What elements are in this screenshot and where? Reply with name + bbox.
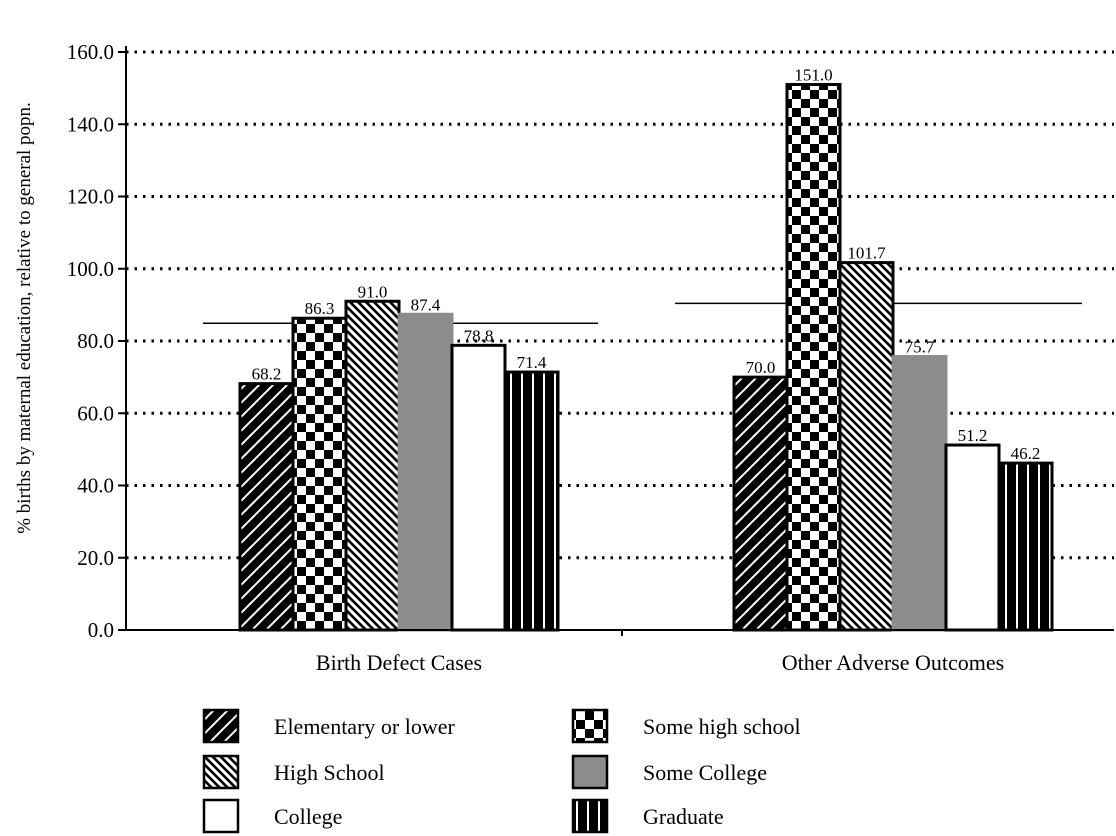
bar bbox=[838, 261, 895, 632]
axes bbox=[125, 46, 1114, 636]
legend: Elementary or lower Some high school High … bbox=[202, 708, 801, 834]
category-label: Birth Defect Cases bbox=[316, 650, 482, 675]
legend-item: High School bbox=[202, 754, 385, 790]
bars bbox=[238, 83, 1054, 632]
legend-item: Some high school bbox=[571, 708, 801, 744]
legend-label: Some high school bbox=[643, 714, 801, 739]
data-label: 46.2 bbox=[1011, 444, 1041, 463]
bar bbox=[291, 316, 348, 632]
data-label: 91.0 bbox=[358, 282, 388, 301]
bar bbox=[732, 375, 789, 632]
bar bbox=[344, 299, 401, 632]
legend-swatch bbox=[571, 708, 609, 744]
y-tick-label: 160.0 bbox=[67, 40, 114, 64]
bar bbox=[238, 382, 295, 632]
legend-swatch bbox=[571, 798, 609, 834]
legend-swatch bbox=[202, 798, 240, 834]
bar bbox=[944, 443, 1001, 632]
y-tick-label: 40.0 bbox=[77, 474, 114, 498]
data-label: 51.2 bbox=[958, 426, 988, 445]
data-label: 78.8 bbox=[464, 326, 494, 345]
legend-label: High School bbox=[274, 760, 385, 785]
y-tick-label: 20.0 bbox=[77, 546, 114, 570]
legend-item: Graduate bbox=[571, 798, 724, 834]
bar bbox=[785, 83, 842, 632]
legend-item: College bbox=[202, 798, 342, 834]
data-labels: 68.2 86.3 91.0 87.4 78.8 71.4 70.0 151.0 101.7 75… bbox=[252, 66, 1041, 464]
bar bbox=[397, 312, 454, 632]
bar bbox=[503, 370, 560, 632]
legend-item: Elementary or lower bbox=[202, 708, 455, 744]
data-label: 71.4 bbox=[517, 353, 547, 372]
category-label: Other Adverse Outcomes bbox=[782, 650, 1004, 675]
bar bbox=[891, 355, 948, 632]
data-label: 86.3 bbox=[305, 299, 335, 318]
data-label: 70.0 bbox=[746, 358, 776, 377]
bar bbox=[997, 461, 1054, 632]
bar bbox=[450, 343, 507, 632]
y-tick-labels: 0.0 20.0 40.0 60.0 80.0 100.0 120.0 140.0 160.0 bbox=[67, 40, 114, 642]
data-label: 68.2 bbox=[252, 365, 282, 384]
category-labels: Birth Defect Cases Other Adverse Outcomes bbox=[316, 650, 1004, 675]
y-tick-label: 100.0 bbox=[67, 257, 114, 281]
gridlines bbox=[118, 50, 1114, 631]
y-tick-label: 80.0 bbox=[77, 329, 114, 353]
legend-label: Some College bbox=[643, 760, 767, 785]
y-tick-label: 140.0 bbox=[67, 112, 114, 136]
legend-swatch bbox=[571, 754, 609, 790]
data-label: 87.4 bbox=[411, 295, 441, 314]
y-tick-label: 0.0 bbox=[88, 618, 114, 642]
legend-swatch bbox=[202, 708, 240, 744]
data-label: 75.7 bbox=[905, 338, 935, 357]
legend-item: Some College bbox=[571, 754, 767, 790]
legend-label: College bbox=[274, 804, 342, 829]
legend-label: Graduate bbox=[643, 804, 724, 829]
data-label: 101.7 bbox=[847, 244, 886, 263]
y-tick-label: 120.0 bbox=[67, 185, 114, 209]
y-tick-label: 60.0 bbox=[77, 401, 114, 425]
y-axis-label: % births by maternal education, relative… bbox=[14, 102, 35, 534]
data-label: 151.0 bbox=[794, 66, 832, 85]
legend-swatch bbox=[202, 754, 240, 790]
legend-label: Elementary or lower bbox=[274, 714, 455, 739]
